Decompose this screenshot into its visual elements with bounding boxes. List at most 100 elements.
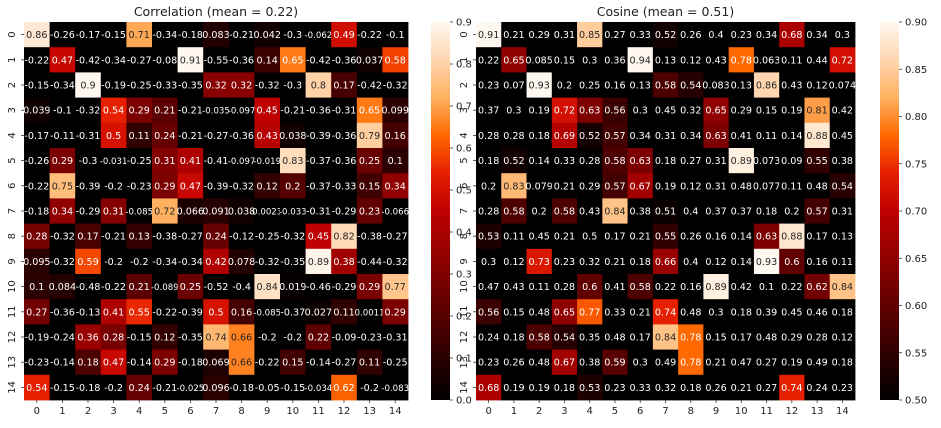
heatmap-cell (476, 173, 502, 199)
cell-label: 0.13 (731, 81, 752, 92)
heatmap-cell (779, 374, 805, 401)
heatmap-cell (75, 198, 102, 224)
cell-label: 0.26 (680, 30, 701, 41)
cell-label: -0.21 (152, 383, 177, 394)
cell-label: 0.066 (177, 207, 204, 218)
heatmap-cell (577, 198, 603, 224)
cell-label: -0.34 (152, 257, 177, 268)
y-tick-label: 14 (459, 381, 470, 394)
heatmap-cell (829, 47, 856, 73)
heatmap-cell (652, 248, 679, 275)
heatmap-cell (177, 148, 204, 174)
cell-label: 0.32 (579, 257, 600, 268)
cell-label: 0.11 (781, 55, 802, 66)
heatmap-cell (280, 248, 306, 275)
heatmap-cell (356, 122, 383, 149)
cell-label: -0.41 (204, 156, 229, 167)
cell-label: 0.16 (680, 282, 701, 293)
heatmap-cell (49, 173, 76, 199)
cell-label: 0.2 (532, 207, 547, 218)
heatmap-cell (476, 349, 502, 376)
y-tick-label: 0 (459, 31, 470, 37)
cell-label: 0.63 (630, 156, 651, 167)
cell-label: 0.48 (731, 181, 752, 192)
cell-label: -0.066 (381, 208, 409, 218)
heatmap-cell (331, 374, 358, 401)
heatmap-cell (280, 274, 306, 300)
cell-label: -0.25 (127, 81, 152, 92)
heatmap-cell (602, 22, 628, 48)
heatmap-cell (280, 299, 306, 325)
heatmap-cell (829, 324, 856, 350)
cell-label: -0.29 (76, 207, 101, 218)
cell-label: -0.32 (229, 181, 254, 192)
cell-label: 0.57 (604, 181, 625, 192)
heatmap-cell (177, 122, 204, 149)
heatmap-cell (228, 223, 255, 250)
cell-label: -0.32 (50, 257, 75, 268)
y-tick-label: 2 (7, 82, 18, 88)
heatmap-cell (779, 349, 805, 376)
heatmap-cell (703, 22, 730, 48)
heatmap-cell (652, 22, 679, 48)
cell-label: 0.31 (705, 181, 726, 192)
heatmap-cell (678, 324, 704, 350)
cell-label: 0.3 (708, 307, 723, 318)
cell-label: 0.54 (832, 181, 853, 192)
cell-label: 0.28 (503, 131, 524, 142)
heatmap-cell (126, 47, 153, 73)
heatmap-cell (254, 274, 281, 300)
cell-label: 0.17 (731, 333, 752, 344)
heatmap-cell (49, 324, 76, 350)
heatmap-cell (652, 349, 679, 376)
cell-label: 0.22 (308, 333, 329, 344)
cell-label: -0.22 (357, 30, 382, 41)
cell-label: -0.25 (127, 156, 152, 167)
correlation-heatmap: Correlation (mean = 0.22)0.86 -0.26 -0.17-… (7, 4, 472, 417)
cell-label: 0.89 (731, 156, 752, 167)
heatmap-cell (551, 22, 578, 48)
heatmap-cell (627, 374, 654, 401)
heatmap-cell (703, 349, 730, 376)
heatmap-cell (526, 374, 553, 401)
heatmap-cell (305, 349, 332, 376)
heatmap-cell (829, 223, 856, 250)
y-tick-label: 4 (7, 132, 18, 138)
cell-label: 0.29 (731, 106, 752, 117)
heatmap-cell (126, 324, 153, 350)
heatmap-cell (49, 299, 76, 325)
chart-title: Cosine (mean = 0.51) (597, 4, 734, 19)
heatmap-cell (280, 324, 306, 350)
cell-label: 0.52 (655, 30, 676, 41)
cell-label: -0.27 (204, 131, 229, 142)
cell-label: 0.53 (579, 383, 600, 394)
heatmap-cell (382, 148, 409, 174)
heatmap-cell (652, 122, 679, 149)
cell-label: 0.096 (202, 383, 229, 394)
heatmap-cell (49, 72, 76, 98)
heatmap-cell (152, 72, 178, 98)
cell-label: -0.17 (24, 131, 49, 142)
cell-label: -0.22 (24, 181, 49, 192)
cell-label: -0.089 (151, 283, 179, 293)
y-tick-label: 12 (7, 331, 18, 344)
heatmap-cell (753, 22, 780, 48)
cell-label: 0.21 (129, 282, 150, 293)
cell-label: 0.91 (180, 55, 201, 66)
cell-label: 0.45 (308, 232, 329, 243)
heatmap-cell (356, 223, 383, 250)
cell-label: -0.062 (305, 31, 333, 41)
heatmap-cell (152, 248, 178, 275)
heatmap-cell (254, 148, 281, 174)
cell-label: 0.24 (806, 383, 827, 394)
colorbar-tick-label: 0.3 (456, 270, 472, 281)
cell-label: 0.68 (781, 30, 802, 41)
heatmap-cell (703, 148, 730, 174)
cell-label: -0.14 (127, 358, 152, 369)
heatmap-cell (382, 374, 409, 401)
y-tick-label: 3 (459, 107, 470, 113)
heatmap-cell (652, 223, 679, 250)
x-tick-label: 0 (485, 406, 491, 417)
cell-label: 0.18 (731, 307, 752, 318)
cell-label: 0.55 (129, 307, 150, 318)
